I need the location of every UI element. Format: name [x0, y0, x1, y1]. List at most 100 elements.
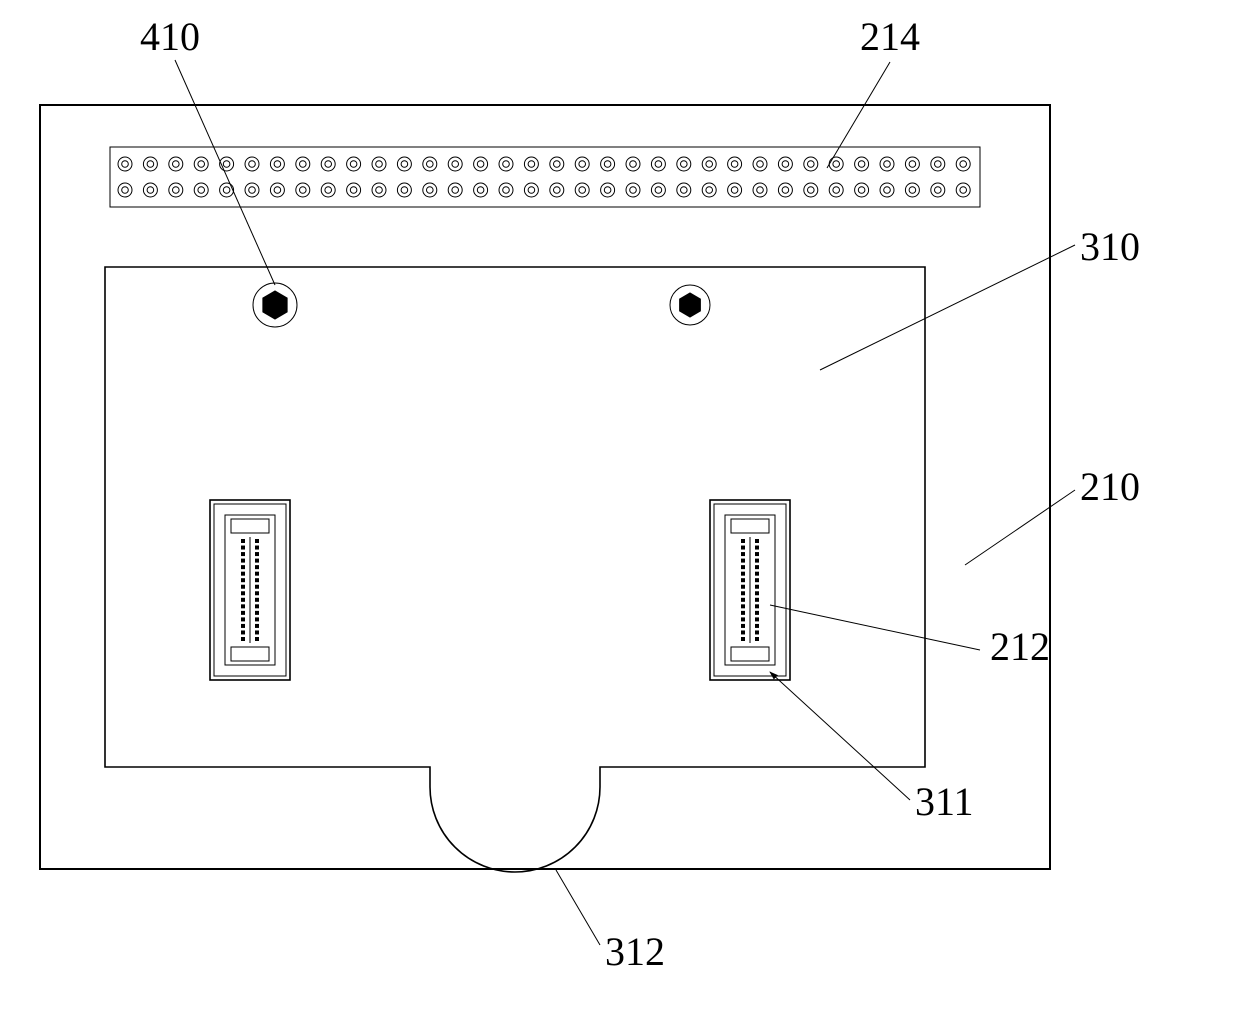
- header-pin-ring: [321, 183, 335, 197]
- header-pin-ring: [169, 157, 183, 171]
- header-pin-ring: [626, 157, 640, 171]
- leader-310: [820, 245, 1075, 370]
- connector-pin: [741, 565, 745, 569]
- header-pin-hole: [858, 161, 865, 168]
- connector-pin: [741, 559, 745, 563]
- header-pin-hole: [350, 161, 357, 168]
- label-312: 312: [605, 929, 665, 974]
- connector-pin: [755, 585, 759, 589]
- connector-pin: [241, 591, 245, 595]
- connector-pin: [241, 552, 245, 556]
- header-pin-ring: [956, 183, 970, 197]
- connector-pin: [255, 591, 259, 595]
- connector-pin: [241, 585, 245, 589]
- header-pin-ring: [372, 183, 386, 197]
- header-pin-ring: [524, 157, 538, 171]
- connector-pin: [755, 598, 759, 602]
- label-310: 310: [1080, 224, 1140, 269]
- connector-pin: [741, 598, 745, 602]
- connector-pin: [741, 611, 745, 615]
- connector-pin: [741, 604, 745, 608]
- label-212: 212: [990, 624, 1050, 669]
- header-pin-hole: [757, 161, 764, 168]
- connector-pin: [255, 546, 259, 550]
- connector-pin: [255, 572, 259, 576]
- header-pin-hole: [833, 187, 840, 194]
- outer-board-rect: [40, 105, 1050, 869]
- connector-pin: [255, 585, 259, 589]
- connector-pin: [755, 637, 759, 641]
- header-pin-ring: [296, 183, 310, 197]
- header-pin-hole: [858, 187, 865, 194]
- header-pin-hole: [147, 187, 154, 194]
- header-pin-hole: [579, 187, 586, 194]
- header-pin-hole: [884, 187, 891, 194]
- labels: 210212214310311312410: [140, 14, 1140, 974]
- connector-pin: [755, 539, 759, 543]
- label-210: 210: [1080, 464, 1140, 509]
- header-pin-hole: [706, 187, 713, 194]
- header-pin-hole: [198, 187, 205, 194]
- header-pin-ring: [677, 157, 691, 171]
- header-pin-hole: [122, 161, 129, 168]
- header-pin-ring: [397, 183, 411, 197]
- header-pin-hole: [198, 161, 205, 168]
- header-pin-hole: [274, 161, 281, 168]
- leader-214: [827, 62, 890, 168]
- header-pin-ring: [474, 183, 488, 197]
- header-pin-ring: [296, 157, 310, 171]
- hex-post-nut: [680, 293, 701, 317]
- connector-pin: [755, 624, 759, 628]
- header-pin-hole: [528, 187, 535, 194]
- connector-pin: [755, 591, 759, 595]
- header-pin-ring: [905, 157, 919, 171]
- connector-pin: [241, 624, 245, 628]
- header-pin-hole: [376, 187, 383, 194]
- header-pin-ring: [778, 157, 792, 171]
- connector-cap-bottom: [731, 647, 769, 661]
- connector-pin: [755, 572, 759, 576]
- header-pin-ring: [880, 157, 894, 171]
- header-pin-ring: [270, 183, 284, 197]
- header-pin-ring: [143, 183, 157, 197]
- header-pin-hole: [554, 161, 561, 168]
- header-pin-ring: [855, 183, 869, 197]
- header-pin-hole: [655, 161, 662, 168]
- header-pin-hole: [960, 187, 967, 194]
- header-pin-hole: [528, 161, 535, 168]
- label-410: 410: [140, 14, 200, 59]
- connector-pin: [255, 539, 259, 543]
- header-pin-hole: [935, 161, 942, 168]
- header-pin-hole: [757, 187, 764, 194]
- label-214: 214: [860, 14, 920, 59]
- connector-pin: [255, 604, 259, 608]
- header-pin-hole: [350, 187, 357, 194]
- header-pin-ring: [143, 157, 157, 171]
- header-pin-hole: [300, 187, 307, 194]
- technical-diagram: 210212214310311312410: [0, 0, 1257, 1018]
- connector-pin: [255, 565, 259, 569]
- header-pin-ring: [677, 183, 691, 197]
- header-pin-hole: [401, 161, 408, 168]
- header-pin-ring: [347, 183, 361, 197]
- header-pin-ring: [778, 183, 792, 197]
- header-pin-hole: [300, 161, 307, 168]
- header-pin-hole: [401, 187, 408, 194]
- connector-pin: [241, 611, 245, 615]
- header-pin-ring: [423, 157, 437, 171]
- hex-post-nut: [263, 291, 287, 319]
- header-pin-ring: [169, 183, 183, 197]
- header-pin-hole: [427, 187, 434, 194]
- header-pin-ring: [905, 183, 919, 197]
- header-pin-hole: [477, 161, 484, 168]
- inner-plate: [105, 267, 925, 872]
- header-pin-ring: [626, 183, 640, 197]
- connector-pin: [241, 546, 245, 550]
- header-pin-ring: [499, 157, 513, 171]
- header-pin-hole: [122, 187, 129, 194]
- header-pin-ring: [372, 157, 386, 171]
- header-pin-ring: [601, 183, 615, 197]
- header-pin-ring: [550, 157, 564, 171]
- header-pin-hole: [427, 161, 434, 168]
- header-pin-ring: [245, 183, 259, 197]
